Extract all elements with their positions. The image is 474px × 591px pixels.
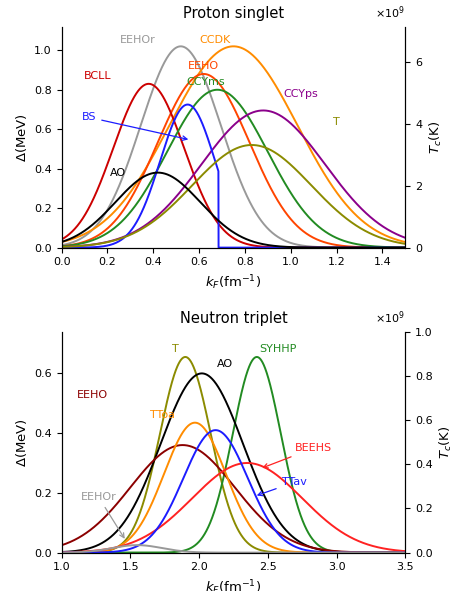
- Text: AO: AO: [217, 359, 233, 369]
- Text: CCDK: CCDK: [199, 35, 230, 46]
- Y-axis label: $\Delta$(MeV): $\Delta$(MeV): [14, 418, 28, 466]
- Text: BEEHS: BEEHS: [264, 443, 332, 468]
- Text: EEHO: EEHO: [188, 61, 219, 71]
- Text: $\times10^9$: $\times10^9$: [375, 5, 405, 21]
- Title: Proton singlet: Proton singlet: [183, 7, 284, 21]
- Text: EEHOr: EEHOr: [81, 492, 124, 538]
- Text: TToa: TToa: [150, 410, 174, 420]
- Text: $\times10^9$: $\times10^9$: [375, 310, 405, 326]
- Text: EEHOr: EEHOr: [120, 35, 155, 46]
- Text: EEHO: EEHO: [77, 390, 108, 400]
- X-axis label: $k_F$(fm$^{-1}$): $k_F$(fm$^{-1}$): [205, 273, 262, 291]
- Text: AO: AO: [109, 168, 126, 177]
- Text: CCYps: CCYps: [284, 89, 319, 99]
- Text: CCYms: CCYms: [186, 77, 225, 87]
- Text: T: T: [333, 117, 340, 127]
- Y-axis label: $T_c$(K): $T_c$(K): [428, 121, 444, 154]
- Text: BS: BS: [82, 112, 187, 140]
- Title: Neutron triplet: Neutron triplet: [180, 311, 287, 326]
- Text: TTav: TTav: [258, 478, 306, 496]
- Text: BCLL: BCLL: [83, 71, 111, 81]
- Text: SYHHP: SYHHP: [260, 344, 297, 354]
- Text: T: T: [173, 344, 179, 354]
- X-axis label: $k_F$(fm$^{-1}$): $k_F$(fm$^{-1}$): [205, 578, 262, 591]
- Y-axis label: $T_c$(K): $T_c$(K): [438, 426, 455, 459]
- Y-axis label: $\Delta$(MeV): $\Delta$(MeV): [14, 113, 28, 161]
